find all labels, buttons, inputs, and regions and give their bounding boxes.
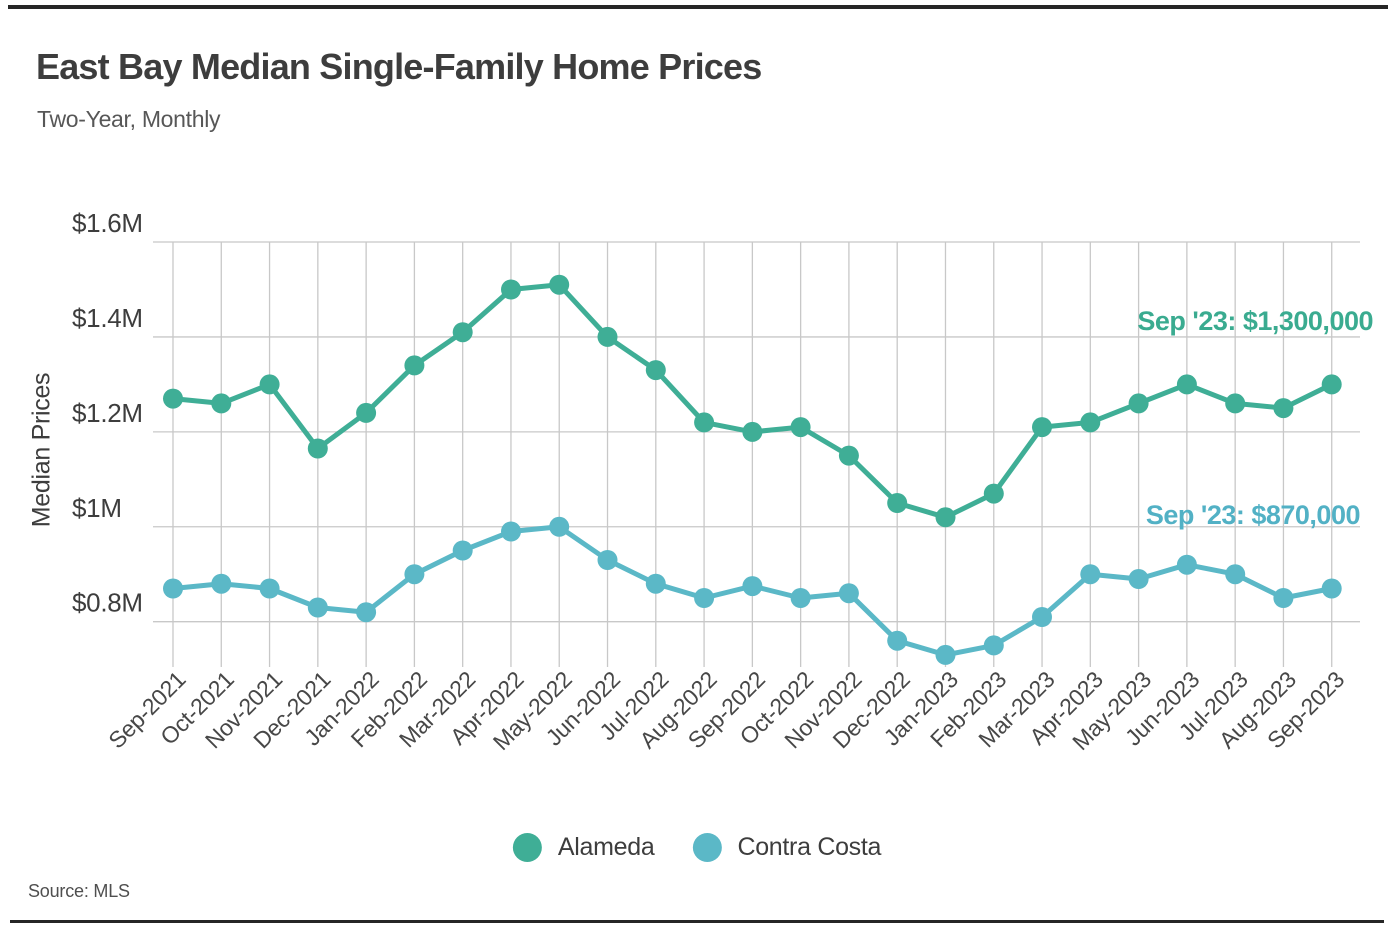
data-point-alameda	[1225, 393, 1246, 414]
data-point-contra-costa	[1321, 578, 1342, 599]
data-point-alameda	[1176, 374, 1197, 395]
legend: Alameda Contra Costa	[512, 833, 881, 862]
data-point-alameda	[790, 417, 811, 438]
data-point-alameda	[1080, 412, 1101, 433]
data-point-contra-costa	[1080, 564, 1101, 585]
data-point-alameda	[597, 326, 618, 347]
data-point-alameda	[1273, 398, 1294, 419]
source-note: Source: MLS	[28, 881, 130, 901]
top-border-rule	[8, 5, 1388, 9]
data-point-alameda	[452, 322, 473, 343]
data-point-alameda	[356, 402, 377, 423]
y-tick-label: $1.6M	[72, 208, 143, 238]
data-point-alameda	[694, 412, 715, 433]
data-point-contra-costa	[259, 578, 280, 599]
data-point-alameda	[742, 421, 763, 442]
data-point-contra-costa	[1176, 554, 1197, 575]
data-point-contra-costa	[742, 576, 763, 597]
chart-title: East Bay Median Single-Family Home Price…	[36, 46, 762, 87]
data-point-alameda	[307, 438, 328, 459]
data-point-alameda	[1032, 417, 1052, 438]
data-point-contra-costa	[163, 578, 183, 599]
data-point-contra-costa	[404, 564, 425, 585]
data-point-alameda	[935, 507, 956, 528]
data-point-alameda	[887, 493, 908, 513]
alameda-series-dot-icon	[512, 833, 542, 862]
data-point-contra-costa	[211, 573, 232, 594]
data-point-alameda	[549, 274, 570, 295]
data-point-contra-costa	[307, 597, 328, 618]
contra-costa-series-dot-icon	[692, 833, 722, 862]
data-point-alameda	[645, 360, 666, 381]
data-point-alameda	[259, 374, 280, 395]
data-point-contra-costa	[1273, 588, 1294, 608]
data-point-alameda	[404, 355, 425, 376]
legend-item-contra-costa: Contra Costa	[692, 833, 881, 862]
data-point-contra-costa	[1225, 564, 1246, 585]
data-point-alameda	[501, 279, 521, 300]
data-point-contra-costa	[1032, 607, 1052, 627]
bottom-border-rule	[10, 920, 1384, 923]
data-point-contra-costa	[501, 521, 521, 542]
data-point-contra-costa	[356, 602, 377, 623]
data-point-contra-costa	[887, 630, 908, 651]
data-point-contra-costa	[452, 540, 473, 561]
data-point-contra-costa	[838, 583, 859, 604]
data-point-alameda	[983, 483, 1004, 504]
data-point-contra-costa	[694, 588, 715, 608]
legend-label-contra-costa: Contra Costa	[737, 833, 882, 861]
data-point-alameda	[211, 393, 232, 414]
data-point-contra-costa	[645, 573, 666, 594]
y-tick-label: $1.2M	[72, 398, 143, 428]
data-point-contra-costa	[597, 550, 618, 570]
data-point-alameda	[1321, 374, 1342, 395]
data-point-contra-costa	[983, 635, 1004, 656]
legend-item-alameda: Alameda	[512, 833, 655, 862]
annotation-contra-costa-latest: Sep '23: $870,000	[1145, 500, 1361, 530]
legend-label-alameda: Alameda	[557, 833, 655, 861]
annotation-alameda-latest: Sep '23: $1,300,000	[1137, 306, 1373, 336]
y-tick-label: $0.8M	[72, 588, 143, 618]
data-point-contra-costa	[549, 516, 570, 537]
data-point-alameda	[1128, 393, 1149, 414]
data-point-alameda	[838, 445, 859, 466]
y-tick-label: $1M	[72, 493, 122, 523]
data-point-contra-costa	[790, 588, 811, 608]
data-point-contra-costa	[935, 644, 956, 665]
data-point-contra-costa	[1128, 569, 1149, 589]
data-point-alameda	[163, 388, 183, 409]
chart-subtitle: Two-Year, Monthly	[37, 106, 221, 132]
y-tick-label: $1.4M	[72, 303, 143, 333]
